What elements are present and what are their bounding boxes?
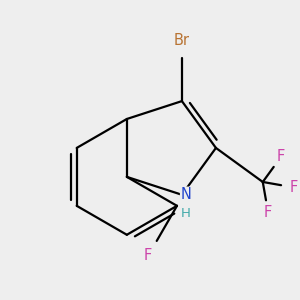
Text: F: F — [144, 248, 152, 263]
Text: Br: Br — [174, 33, 190, 48]
Text: F: F — [277, 149, 285, 164]
Text: F: F — [289, 180, 297, 195]
Text: N: N — [181, 187, 191, 202]
Text: H: H — [181, 207, 191, 220]
Text: F: F — [264, 205, 272, 220]
